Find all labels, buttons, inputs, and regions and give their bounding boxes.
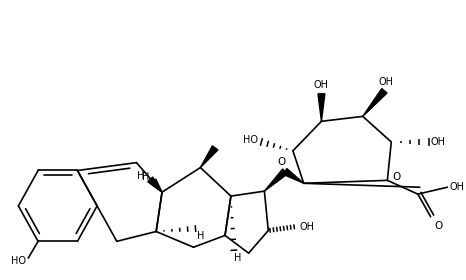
Text: H: H <box>234 253 241 263</box>
Text: O: O <box>277 157 285 167</box>
Text: HO: HO <box>11 256 26 266</box>
Polygon shape <box>363 88 387 116</box>
Text: OH: OH <box>314 80 329 90</box>
Polygon shape <box>148 177 162 192</box>
Text: OH: OH <box>449 182 464 192</box>
Polygon shape <box>283 169 304 183</box>
Text: HO: HO <box>243 135 259 145</box>
Polygon shape <box>151 179 162 192</box>
Text: H: H <box>142 172 149 182</box>
Text: H: H <box>137 171 144 181</box>
Polygon shape <box>264 169 288 191</box>
Text: O: O <box>392 172 400 182</box>
Text: OH: OH <box>431 137 445 147</box>
Polygon shape <box>318 94 325 121</box>
Text: OH: OH <box>300 221 315 232</box>
Polygon shape <box>200 146 218 167</box>
Text: OH: OH <box>379 77 394 87</box>
Text: H: H <box>197 231 204 241</box>
Text: O: O <box>435 221 443 231</box>
